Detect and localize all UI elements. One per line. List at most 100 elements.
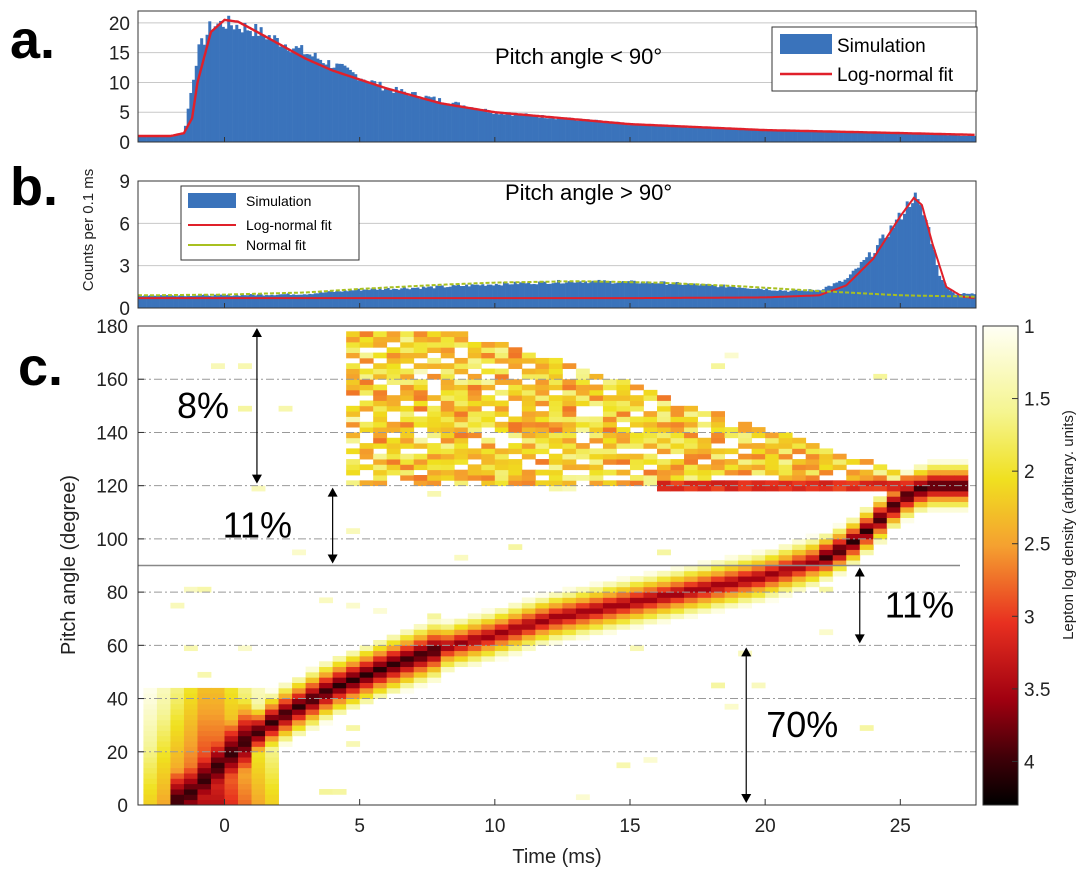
c-heat-cell [602,592,617,598]
c-heat-cell [197,757,212,763]
c-heat-cell [373,368,388,375]
c-heat-cell [548,475,563,481]
b-bar [281,294,285,308]
a-bar [343,65,347,142]
c-heat-cell [346,389,361,396]
c-heat-cell [346,373,361,380]
c-heat-cell [900,475,915,481]
c-ytick-label: 0 [117,796,128,817]
c-heat-cell [629,602,644,609]
c-heat-cell [494,645,509,652]
a-bar [711,128,715,142]
c-heat-cell [467,661,482,668]
c-heat-cell [684,416,698,423]
a-bar [340,63,344,142]
c-heat-cell [751,581,766,588]
c-heat-cell [575,427,590,433]
a-bar [221,26,225,143]
c-heat-cell [427,357,442,364]
c-heat-cell [359,443,374,449]
c-heat-cell [954,464,969,471]
c-heat-cell [170,735,185,742]
c-heat-cell [629,480,644,487]
c-heat-cell [832,533,847,540]
c-heat-cell [684,613,698,620]
a-bar [762,129,766,142]
c-heat-cell [481,411,496,417]
c-heat-cell [413,666,428,673]
c-heat-cell [494,629,509,636]
c-heat-cell [481,634,496,641]
b-bar [921,215,925,308]
c-heat-cell [792,560,807,566]
c-heat-cell [467,634,482,641]
b-bar [340,291,344,308]
c-heat-cell [454,629,469,636]
c-heat-cell [400,650,415,657]
a-bar [629,123,633,142]
b-bar [527,281,531,308]
c-heat-cell [670,421,685,428]
a-bar [681,126,685,142]
c-heat-cell [778,560,793,566]
c-heat-cell [413,395,428,401]
b-bar [189,296,193,308]
c-heat-cell [386,661,401,668]
a-bar [627,125,631,142]
c-heat-cell [751,448,766,455]
c-heat-cell [386,421,401,428]
c-heat-cell [562,629,577,636]
c-heat-cell [238,773,252,779]
c-heat-cell [400,475,415,481]
b-bar [286,293,290,308]
b-bar [824,286,828,308]
c-heat-cell [440,352,455,359]
c-heat-cell [562,400,577,407]
c-heat-cell [427,464,442,471]
c-heat-cell [548,459,563,465]
c-heat-cell [805,538,820,545]
c-heat-cell [319,671,334,678]
b-bar [946,288,950,308]
b-bar [227,294,231,308]
b-bar [521,282,525,308]
c-heat-cell [602,443,617,449]
c-heat-cell [751,432,766,439]
c-heat-cell [508,395,523,401]
b-bar [592,280,596,308]
a-bar [959,135,963,142]
c-heat-cell [670,475,685,481]
c-heat-cell [805,549,820,556]
a-bar [397,91,401,142]
c-heat-cell [738,459,753,465]
c-heat-cell [373,427,388,433]
c-heat-cell [251,741,266,747]
c-heat-cell [805,554,820,561]
a-bar [419,98,423,142]
b-bar [138,295,142,308]
c-heat-cell [616,459,631,465]
a-bar [246,30,250,142]
c-heat-cell [562,485,577,492]
c-heat-cell [454,650,469,657]
a-bar [329,68,333,142]
c-heat-cell [508,640,523,646]
a-bar [575,120,579,142]
c-heat-cell [427,613,442,620]
b-bar [900,219,904,308]
c-heat-cell [373,666,388,673]
a-bar [851,132,855,142]
c-heat-cell [170,741,185,747]
c-heat-cell [265,719,279,726]
c-heat-cell [738,480,753,487]
b-bar [159,295,163,308]
c-heat-cell [738,437,753,444]
c-heat-cell [548,411,563,417]
c-heat-cell [265,794,279,801]
c-heat-cell [210,714,225,721]
colorbar [982,325,1019,806]
c-heat-cell [724,592,739,598]
c-heat-cell [332,687,347,694]
c-heat-cell [684,608,698,614]
c-heat-cell [427,363,442,369]
